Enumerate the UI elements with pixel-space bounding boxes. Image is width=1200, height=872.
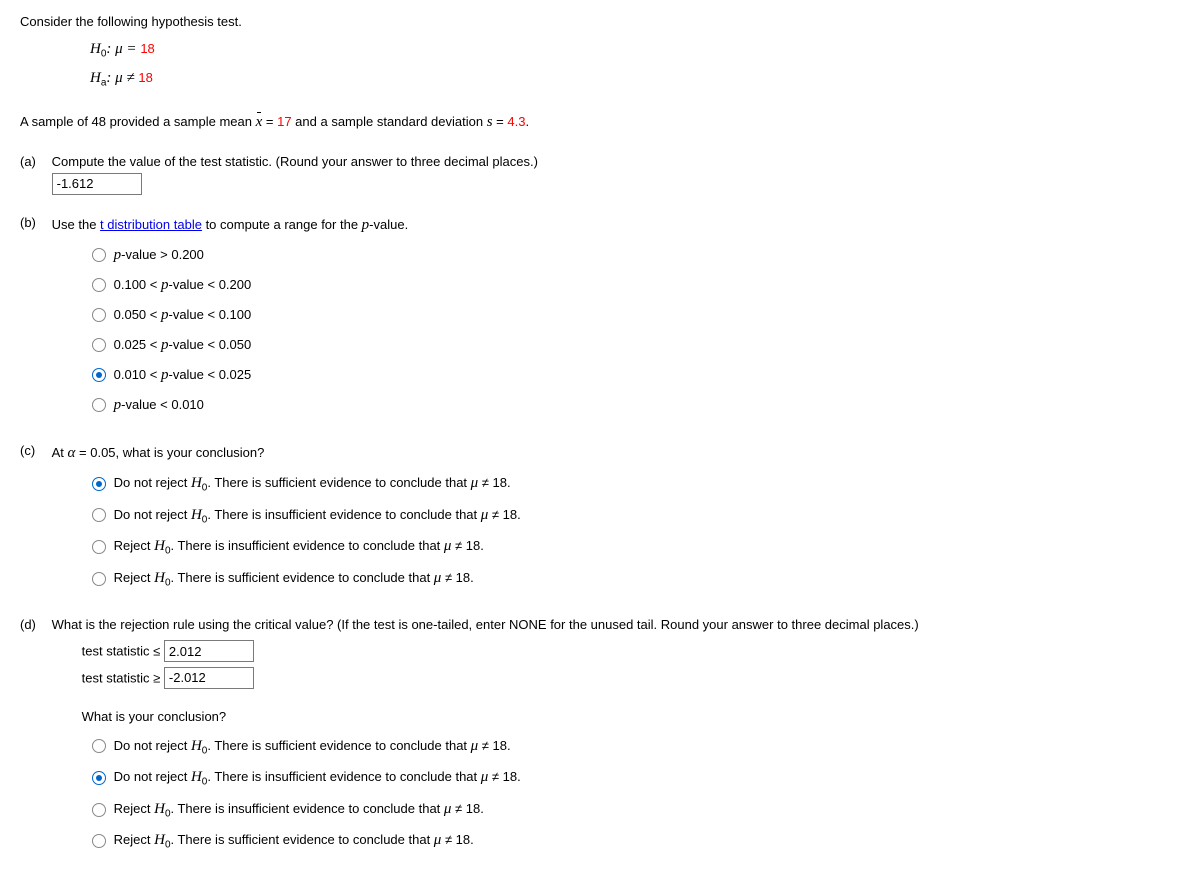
radio-option[interactable]: Do not reject H0. There is insufficient … [92,503,1172,529]
option-label: Do not reject H0. There is insufficient … [114,765,521,791]
radio-icon[interactable] [92,338,106,352]
part-c: (c) At α = 0.05, what is your conclusion… [20,441,1180,597]
option-label: 0.100 < p-value < 0.200 [114,273,252,297]
radio-icon[interactable] [92,803,106,817]
part-d: (d) What is the rejection rule using the… [20,615,1180,860]
option-label: Do not reject H0. There is sufficient ev… [114,471,511,497]
radio-icon[interactable] [92,508,106,522]
radio-option[interactable]: Reject H0. There is sufficient evidence … [92,828,1172,854]
part-a-label: (a) [20,152,48,173]
part-d-text: What is the rejection rule using the cri… [52,617,919,632]
option-label: Do not reject H0. There is insufficient … [114,503,521,529]
test-statistic-input[interactable] [52,173,142,195]
part-c-options: Do not reject H0. There is sufficient ev… [92,471,1172,591]
null-hypothesis: H0: μ = 18 [90,37,1180,63]
radio-icon[interactable] [92,248,106,262]
option-label: 0.025 < p-value < 0.050 [114,333,252,357]
alt-hypothesis: Ha: μ ≠ 18 [90,66,1180,92]
radio-icon[interactable] [92,308,106,322]
ts-le-input[interactable] [164,640,254,662]
radio-option[interactable]: 0.100 < p-value < 0.200 [92,273,1172,297]
radio-option[interactable]: Reject H0. There is sufficient evidence … [92,566,1172,592]
part-d-label: (d) [20,615,48,636]
option-label: Reject H0. There is insufficient evidenc… [114,797,484,823]
part-b-options: p-value > 0.200 0.100 < p-value < 0.200 0.… [92,243,1172,417]
radio-icon[interactable] [92,771,106,785]
radio-icon[interactable] [92,739,106,753]
option-label: Do not reject H0. There is sufficient ev… [114,734,511,760]
radio-option[interactable]: 0.010 < p-value < 0.025 [92,363,1172,387]
t-table-link[interactable]: t distribution table [100,217,202,232]
radio-option[interactable]: 0.025 < p-value < 0.050 [92,333,1172,357]
radio-icon[interactable] [92,834,106,848]
option-label: Reject H0. There is sufficient evidence … [114,828,474,854]
radio-icon[interactable] [92,572,106,586]
radio-option[interactable]: Do not reject H0. There is sufficient ev… [92,734,1172,760]
radio-icon[interactable] [92,278,106,292]
ts-ge-label: test statistic ≥ [82,670,161,685]
option-label: 0.050 < p-value < 0.100 [114,303,252,327]
radio-option[interactable]: Reject H0. There is insufficient evidenc… [92,534,1172,560]
part-b: (b) Use the t distribution table to comp… [20,213,1180,423]
sample-line: A sample of 48 provided a sample mean x … [20,110,1180,134]
radio-option[interactable]: Do not reject H0. There is sufficient ev… [92,471,1172,497]
part-a-text: Compute the value of the test statistic.… [52,154,538,169]
radio-icon[interactable] [92,540,106,554]
part-a: (a) Compute the value of the test statis… [20,152,1180,195]
part-b-label: (b) [20,213,48,234]
part-d-options: Do not reject H0. There is sufficient ev… [92,734,1172,854]
ts-le-label: test statistic ≤ [82,644,161,659]
radio-icon[interactable] [92,398,106,412]
option-label: p-value < 0.010 [114,393,204,417]
radio-option[interactable]: Reject H0. There is insufficient evidenc… [92,797,1172,823]
radio-option[interactable]: Do not reject H0. There is insufficient … [92,765,1172,791]
radio-icon[interactable] [92,477,106,491]
radio-option[interactable]: 0.050 < p-value < 0.100 [92,303,1172,327]
radio-option[interactable]: p-value < 0.010 [92,393,1172,417]
option-label: Reject H0. There is sufficient evidence … [114,566,474,592]
radio-option[interactable]: p-value > 0.200 [92,243,1172,267]
part-c-label: (c) [20,441,48,462]
ts-ge-input[interactable] [164,667,254,689]
radio-icon[interactable] [92,368,106,382]
option-label: 0.010 < p-value < 0.025 [114,363,252,387]
intro-text: Consider the following hypothesis test. [20,12,1180,33]
option-label: Reject H0. There is insufficient evidenc… [114,534,484,560]
option-label: p-value > 0.200 [114,243,204,267]
conclusion-question: What is your conclusion? [82,707,1172,728]
question-container: Consider the following hypothesis test. … [20,12,1180,860]
